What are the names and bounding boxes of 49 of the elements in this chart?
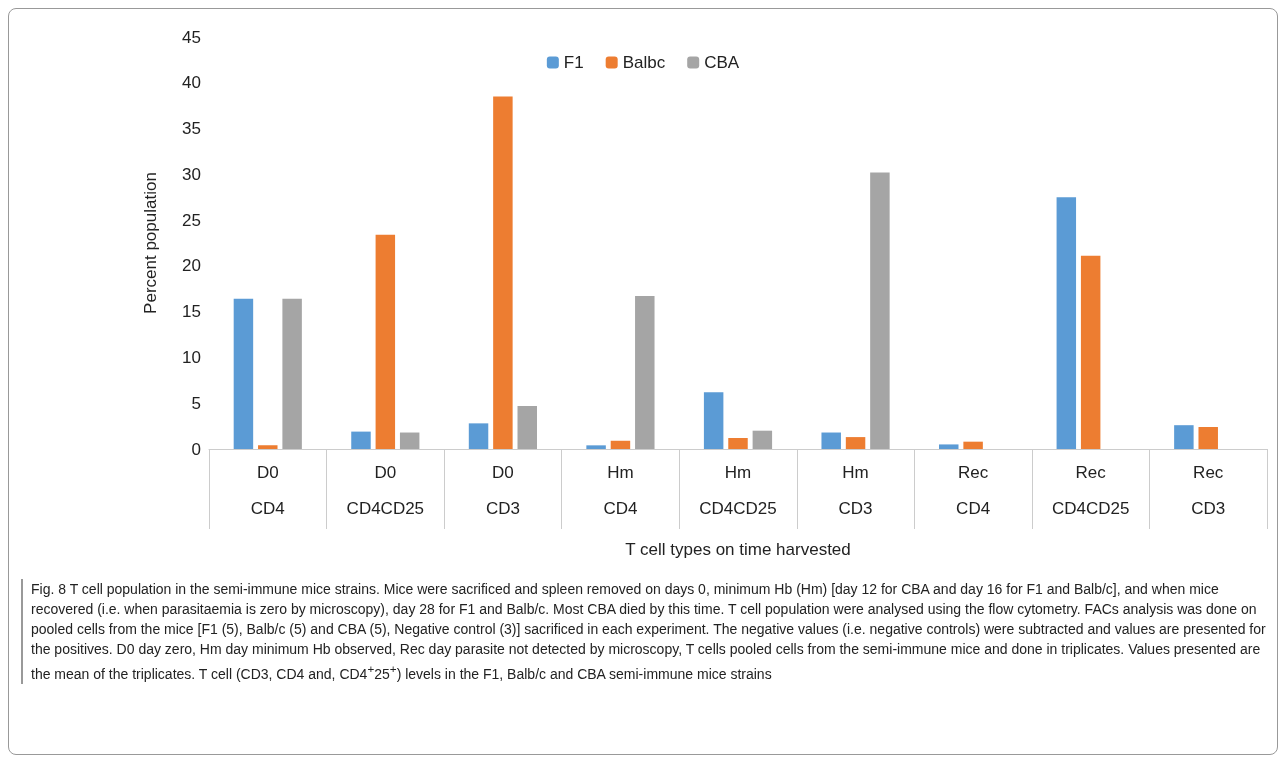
- bar: [845, 437, 866, 449]
- bar: [1174, 425, 1194, 449]
- bar: [233, 298, 254, 449]
- bar: [493, 96, 513, 449]
- x-tick-label: D0 CD3: [485, 462, 520, 518]
- x-tick-label: D0 CD4: [250, 462, 285, 518]
- bar: [635, 296, 655, 449]
- y-tick-label: 35: [182, 119, 201, 139]
- bar: [1056, 197, 1077, 449]
- text: Fig. 8 T cell population in the semi-immune mice strains. Mice were sacrificed and spleen removed on days 0, minimum Hb (Hm) [day 12 for CBA and day 16 for F1 and Balb/c], and when mice recovered (i.e. when parasitaemia is zero by microscopy), day 28 for F1 and Balb/c. Most CBA died by this time. T cell population were analysed using the flow cytometry. FACs analysis was done on pooled cells from the mice [F1 (5), Balb/c (5) and CBA (5), Negative control (3)] sacrificed in each experiment. The negative values (i.e. negative controls) were subtracted and values are presented for the positives. D0 day zero, Hm day minimum Hb observed, Rec day parasite not detected by microscopy, T cells pooled cells from the semi-immune mice and done in triplicates. Values presented are the mean of the triplicates. T cell (CD3, CD4 and, CD4$^{+}$25$^{+}$) levels in the F1, Balb/c and CBA semi-immune mice strains: [31, 581, 1266, 682]
- x-tick-label: Rec CD4: [956, 462, 991, 518]
- y-tick-label: 45: [182, 27, 201, 47]
- x-tick-label: Rec CD4CD25: [1051, 462, 1130, 518]
- x-tick-label: Hm CD3: [838, 462, 873, 518]
- bar: [610, 440, 631, 449]
- bar: [703, 392, 724, 449]
- y-tick-label: 10: [182, 347, 201, 367]
- bar: [351, 431, 371, 449]
- y-tick-label: 30: [182, 164, 201, 184]
- x-tick-label: Rec CD3: [1191, 462, 1226, 518]
- bar: [939, 444, 959, 449]
- bar: [1080, 255, 1101, 449]
- bar: [821, 432, 841, 449]
- bar: [399, 432, 420, 449]
- bar: [752, 430, 773, 449]
- x-tick-label: Hm CD4: [603, 462, 638, 518]
- y-tick-label: 40: [182, 73, 201, 93]
- y-tick-label: 15: [182, 302, 201, 322]
- y-tick-label: 20: [182, 256, 201, 276]
- legend-label: Balbc: [622, 53, 666, 72]
- x-axis-title: T cell types on time harvested: [625, 540, 851, 559]
- bar: [282, 298, 302, 449]
- bar: [870, 172, 890, 449]
- y-tick-label: 25: [182, 210, 201, 230]
- x-tick-label: Hm CD4CD25: [699, 462, 777, 518]
- bar: [468, 423, 489, 449]
- y-axis-title: Percent population: [141, 172, 160, 314]
- bar: [375, 234, 396, 449]
- y-tick-label: 5: [191, 393, 201, 413]
- bar: [258, 445, 278, 449]
- x-tick-label: D0 CD4CD25: [346, 462, 425, 518]
- legend-label: CBA: [704, 53, 740, 72]
- y-tick-label: 0: [191, 439, 201, 459]
- bar: [728, 438, 748, 449]
- bar: [517, 405, 537, 449]
- legend-label: F1: [563, 53, 584, 72]
- bar: [1198, 427, 1218, 449]
- bar: [963, 441, 983, 449]
- bar: [586, 445, 606, 449]
